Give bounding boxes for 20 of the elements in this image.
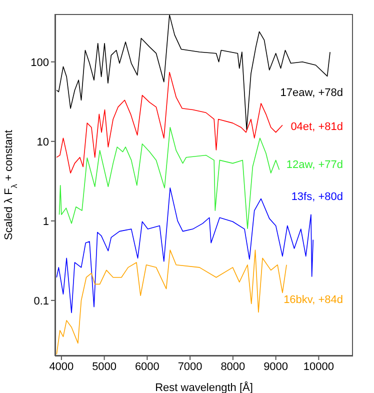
x-tick-label: 9000 [264, 360, 288, 373]
x-tick-label: 10000 [303, 360, 334, 373]
line-series [56, 188, 314, 314]
series-label: 12aw, +77d [286, 158, 343, 172]
series-label: 16bkv, +84d [284, 293, 343, 307]
y-tick-label: 0.1 [34, 295, 49, 308]
series-label: 13fs, +80d [291, 190, 343, 204]
x-tick-label: 5000 [92, 360, 117, 373]
series-label: 17eaw, +78d [280, 86, 343, 100]
x-tick-label: 7000 [178, 360, 202, 373]
y-tick-label: 100 [30, 56, 49, 69]
y-tick-label: 10 [36, 136, 49, 148]
series-label: 04et, +81d [290, 120, 343, 134]
line-series [56, 72, 283, 174]
x-axis-title: Rest wavelength [Å] [155, 381, 253, 393]
x-tick-label: 6000 [134, 360, 160, 373]
line-series [58, 126, 280, 230]
y-tick-label: 1 [42, 216, 49, 228]
x-tick-label: 4000 [49, 360, 74, 373]
x-tick-label: 8000 [220, 360, 246, 373]
